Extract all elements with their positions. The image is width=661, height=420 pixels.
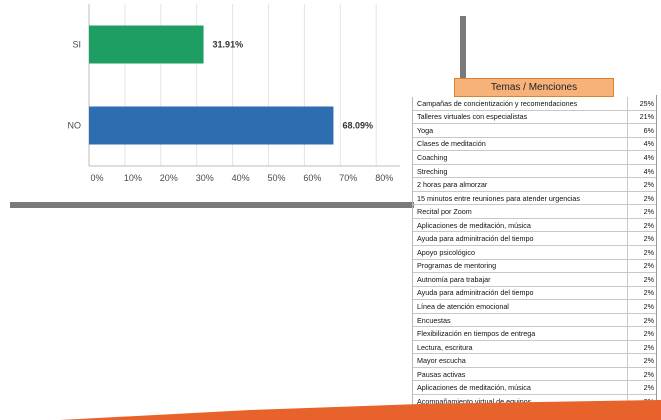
table-row-label: Clases de meditación [417,139,486,149]
table-row: Recital por Zoom 2% [413,205,657,219]
category-label: NO [68,121,82,131]
table-row: Coaching 4% [413,151,657,165]
table-row: Talleres virtuales con especialistas 21% [413,110,657,125]
table-row: Programas de mentoring 2% [413,259,657,274]
table-row-value: 2% [627,381,657,395]
table-row-label: Coaching [417,152,448,162]
x-tick-label: 80% [375,173,393,183]
table-row-value: 2% [627,191,657,205]
table-row-label: Programas de mentoring [417,261,497,271]
table-row: Lectura, escritura 2% [413,340,657,355]
x-tick-label: 60% [303,173,321,183]
table-row: Aplicaciones de meditación, música 2% [413,218,657,233]
table-row-value: 2% [627,178,657,191]
table-row-label: Ayuda para adminitración del tiempo [417,234,534,244]
table-row: 15 minutos entre reuniones para atender … [413,191,657,206]
x-tick-label: 50% [267,173,285,183]
table-row: Flexibilización en tiempos de entrega 2% [413,327,657,341]
x-tick-label: 20% [160,173,178,183]
data-labels: 31.91% 68.09% [213,40,373,131]
x-tick-label: 30% [196,173,214,183]
data-label: 68.09% [342,121,373,131]
table-row: Ayuda para adminitración del tiempo 2% [413,286,657,301]
table-row-value: 2% [627,218,657,232]
table-row-value: 4% [627,164,657,178]
table-row: Yoga 6% [413,124,657,138]
table-row-label: Pausas activas [417,369,466,379]
table-row-value: 2% [627,367,657,381]
x-tick-label: 10% [124,173,142,183]
horizontal-separator [10,202,414,208]
table-row: Mayor escucha 2% [413,354,657,368]
table-row-label: Flexibilización en tiempos de entrega [417,329,536,339]
table-row-value: 6% [627,124,657,137]
table-row-value: 4% [627,151,657,164]
table-row: Clases de meditación 4% [413,137,657,152]
table-row-value: 2% [627,354,657,367]
table-row-label: Aplicaciones de meditación, música [417,220,531,230]
table-row-label: Aplicaciones de meditación, música [417,383,531,393]
x-tick-label: 0% [90,173,103,183]
table-row-label: Ayuda para adminitración del tiempo [417,288,534,298]
bars [89,25,334,145]
table-row-label: Apoyo psicológico [417,247,475,257]
table-row-value: 21% [627,110,657,124]
table-row: Aplicaciones de meditación, música 2% [413,381,657,396]
table-row-label: Lectura, escritura [417,342,473,352]
table-row-value: 2% [627,273,657,286]
table-row-value: 2% [627,340,657,354]
table-row-value: 2% [627,300,657,313]
table-row-label: Autnomía para trabajar [417,274,491,284]
x-axis-ticks: 0% 10% 20% 30% 40% 50% 60% 70% 80% [90,173,393,183]
table-row: Streching 4% [413,164,657,179]
table-row-label: Mayor escucha [417,356,466,366]
table-right-border [656,95,657,420]
vertical-separator [460,16,466,80]
table-row-value: 2% [627,286,657,300]
bar-si [89,25,204,64]
table-row: Línea de atención emocional 2% [413,300,657,314]
orange-decorative-band [60,400,661,420]
table-row-value: 2% [627,246,657,259]
table-row-label: Encuestas [417,315,451,325]
table-row-label: Acompañamiento virtual de equipos [417,396,532,406]
table-row-value: 2% [627,313,657,327]
table-row: Autnomía para trabajar 2% [413,273,657,287]
category-labels: SI NO [68,40,82,131]
table-row-label: 15 minutos entre reuniones para atender … [417,193,581,203]
table-row: Apoyo psicológico 2% [413,246,657,260]
table-row-label: Campañas de concientización y recomendac… [417,98,578,108]
table-row-value: 2% [627,205,657,218]
table-row: 2 horas para almorzar 2% [413,178,657,192]
table-row-value: 4% [627,137,657,151]
table-row-label: Línea de atención emocional [417,301,509,311]
table-row: Encuestas 2% [413,313,657,328]
table-row-value: 25% [627,97,657,110]
table-row-label: Streching [417,166,448,176]
bar-no [89,106,334,145]
x-tick-label: 40% [232,173,250,183]
mentions-table: Campañas de concientización y recomendac… [412,97,657,409]
table-row: Campañas de concientización y recomendac… [413,97,657,111]
table-row-value: 2% [627,327,657,340]
table-row: Ayuda para adminitración del tiempo 2% [413,232,657,247]
x-tick-label: 70% [339,173,357,183]
table-row-label: 2 horas para almorzar [417,180,488,190]
table-row-label: Yoga [417,125,434,135]
data-label: 31.91% [213,40,244,50]
table-header: Temas / Menciones [454,78,614,97]
table-row-value: 2% [627,232,657,246]
table-row-label: Recital por Zoom [417,207,472,217]
table-row-value: 2% [627,259,657,273]
table-row-label: Talleres virtuales con especialistas [417,112,528,122]
category-label: SI [72,40,81,50]
table-row: Pausas activas 2% [413,367,657,382]
